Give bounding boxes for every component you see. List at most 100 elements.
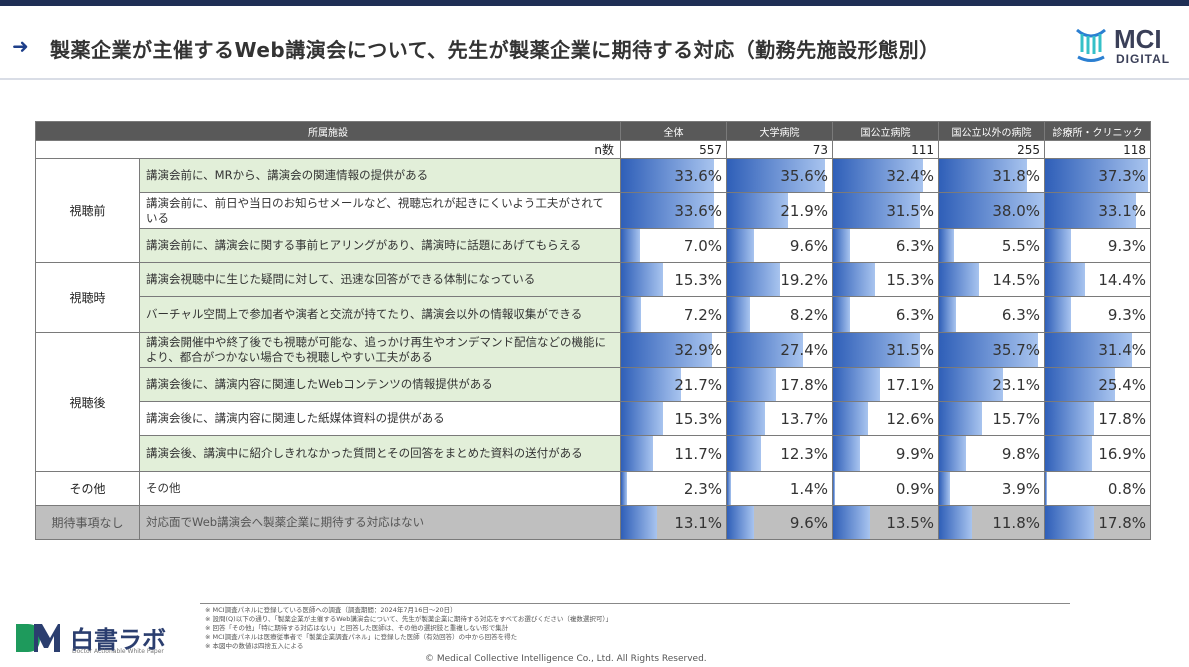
data-bar [727,506,754,539]
data-bar [727,368,777,401]
arrow-right-icon: ➜ [12,34,29,58]
value-label: 0.8% [1107,479,1146,498]
value-cell: 33.6% [620,192,727,229]
value-label: 16.9% [1098,444,1146,463]
value-cell: 37.3% [1044,158,1151,193]
table-row: 期待事項なし 対応面でWeb講演会へ製薬企業に期待する対応はない 13.1% 9.6%… [35,505,1151,540]
column-header: 国公立以外の病院 [938,121,1045,141]
value-label: 14.5% [992,270,1040,289]
value-label: 32.9% [674,341,722,359]
data-bar [1045,159,1149,192]
value-label: 33.6% [674,166,722,185]
value-label: 9.3% [1107,236,1146,255]
data-bar [1045,506,1095,539]
value-cell: 31.4% [1044,332,1151,368]
data-bar [939,368,1003,401]
footer-logo-text: 白書ラボ [70,626,166,654]
mci-digital-logo: MCI DIGITAL [1074,24,1174,72]
data-bar [1045,402,1095,435]
value-label: 9.9% [895,444,934,463]
value-label: 12.6% [886,409,934,428]
hakusho-lab-logo-icon [16,624,60,652]
value-label: 35.7% [992,341,1040,359]
value-label: 15.3% [886,270,934,289]
value-cell: 31.8% [938,158,1045,193]
value-label: 8.2% [789,305,828,324]
footnote: ※ 本図中の数値は四捨五入による [205,642,304,650]
row-item-label: 講演会開催中や終了後でも視聴が可能な、追っかけ再生やオンデマンド配信などの機能に… [139,332,621,368]
data-bar [727,472,731,505]
n-value: 557 [620,140,727,159]
value-cell: 15.3% [620,262,727,297]
value-label: 21.9% [780,201,828,220]
value-cell: 14.4% [1044,262,1151,297]
column-header: 国公立病院 [832,121,939,141]
table-row: 視聴時 講演会視聴中に生じた疑問に対して、迅速な回答ができる体制になっている 15.… [35,262,1151,333]
data-bar [1045,263,1085,296]
footnote: ※ MCI調査パネルは医療従事者で「製薬企業調査パネル」に登録した医師（有効回答… [205,633,518,641]
value-label: 17.8% [1098,513,1146,532]
row-group-label: 視聴前 [35,158,140,263]
value-label: 33.1% [1098,201,1146,220]
data-bar [833,402,868,435]
data-bar [833,368,881,401]
table-row: 講演会後、講演中に紹介しきれなかった質問とその回答をまとめた資料の送付がある 11… [36,435,1151,472]
table-body: 視聴前 講演会前に、MRから、講演会の関連情報の提供がある 33.6% 35.6% 32… [35,158,1151,540]
column-header: 診療所・クリニック [1044,121,1151,141]
footnote: ※ 設問(Q)以下の通り、「製薬企業が主催するWeb講演会について、先生が製薬企… [205,615,613,623]
value-cell: 15.7% [938,401,1045,436]
value-label: 19.2% [780,270,828,289]
value-label: 31.5% [886,341,934,359]
value-label: 0.9% [895,479,934,498]
value-label: 33.6% [674,201,722,220]
value-cell: 31.5% [832,192,939,229]
footnote: ※ 回答「その他」「特に期待する対応はない」と回答した医師は、その他の選択肢と重… [205,624,509,632]
value-label: 38.0% [992,201,1040,220]
value-cell: 19.2% [726,262,833,297]
row-group-label: 視聴時 [35,262,140,333]
row-group-label: 期待事項なし [35,505,140,540]
data-bar [833,333,921,367]
data-bar [621,402,664,435]
value-label: 27.4% [780,341,828,359]
value-cell: 13.1% [620,505,727,540]
page-title: 製薬企業が主催するWeb講演会について、先生が製薬企業に期待する対応（勤務先施設… [50,38,940,62]
value-cell: 21.7% [620,367,727,402]
row-item-label: 講演会視聴中に生じた疑問に対して、迅速な回答ができる体制になっている [139,262,621,297]
value-label: 11.7% [674,444,722,463]
data-bar [939,402,983,435]
column-header: 大学病院 [726,121,833,141]
data-bar [727,263,781,296]
value-cell: 32.4% [832,158,939,193]
n-value: 111 [832,140,939,159]
value-label: 9.6% [789,236,828,255]
data-bar [621,472,628,505]
value-cell: 9.6% [726,228,833,263]
header-facility-label: 所属施設 [35,121,621,141]
data-bar [621,333,712,367]
page-header: ➜ 製薬企業が主催するWeb講演会について、先生が製薬企業に期待する対応（勤務先… [0,8,1189,80]
value-label: 17.8% [780,375,828,394]
n-value: 118 [1044,140,1151,159]
value-cell: 15.3% [620,401,727,436]
value-cell: 6.3% [832,296,939,333]
n-value: 73 [726,140,833,159]
value-cell: 8.2% [726,296,833,333]
footer-divider [200,603,1070,604]
footnote: ※ MCI調査パネルに登録している医師への調査（調査期間：2024年7月16日～… [205,606,457,614]
data-bar [939,436,967,471]
value-label: 3.9% [1001,479,1040,498]
value-label: 13.1% [674,513,722,532]
data-bar [727,436,761,471]
value-cell: 6.3% [832,228,939,263]
data-bar [833,472,836,505]
data-bar [621,368,681,401]
data-bar [833,159,923,192]
data-bar [727,159,826,192]
mci-logo-icon [1076,28,1106,62]
value-label: 25.4% [1098,375,1146,394]
value-cell: 31.5% [832,332,939,368]
value-cell: 33.1% [1044,192,1151,229]
value-label: 23.1% [992,375,1040,394]
row-item-label: 対応面でWeb講演会へ製薬企業に期待する対応はない [139,505,621,540]
